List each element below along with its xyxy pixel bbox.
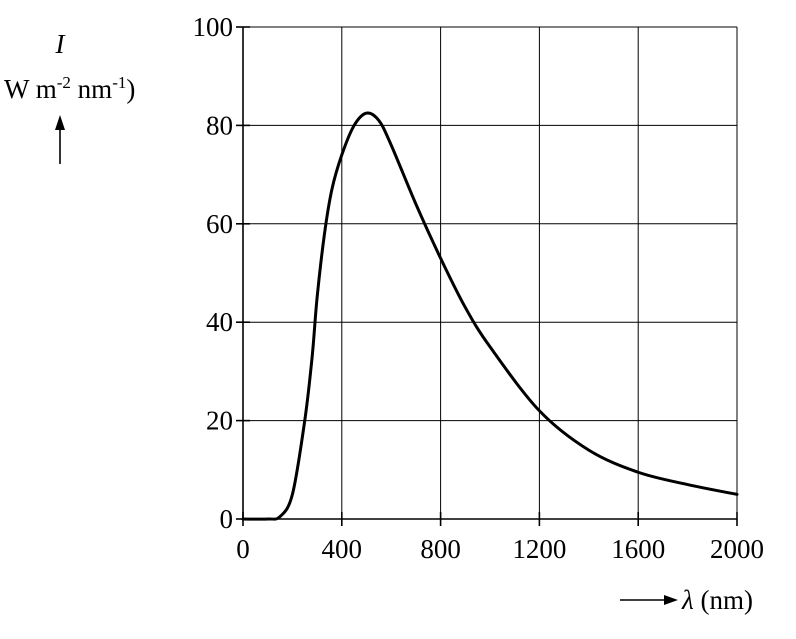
y-tick-label: 40 (206, 307, 233, 337)
series-line (241, 111, 739, 521)
y-tick-label: 0 (220, 504, 234, 534)
ticks (236, 26, 738, 526)
y-axis-arrow-icon (55, 115, 65, 164)
y-tick-label: 60 (206, 209, 233, 239)
x-tick-label: 1600 (611, 534, 665, 564)
y-tick-label: 20 (206, 406, 233, 436)
series (241, 111, 739, 521)
y-tick-label: 80 (206, 110, 233, 140)
x-tick-label: 1200 (512, 534, 566, 564)
x-tick-label: 0 (236, 534, 250, 564)
x-axis-arrow-icon (620, 595, 678, 605)
x-tick-label: 800 (420, 534, 461, 564)
x-axis-label: λ (nm) (681, 585, 753, 615)
tick-labels: 0 400 800 1200 1600 2000 0 20 40 60 80 100 (193, 12, 765, 564)
axes (242, 27, 737, 520)
y-axis-units: W m-2 nm-1) (4, 73, 135, 104)
x-tick-label: 400 (322, 534, 363, 564)
y-axis-symbol: I (55, 29, 67, 59)
x-tick-label: 2000 (710, 534, 764, 564)
y-tick-label: 100 (193, 12, 234, 42)
grid (243, 26, 738, 519)
